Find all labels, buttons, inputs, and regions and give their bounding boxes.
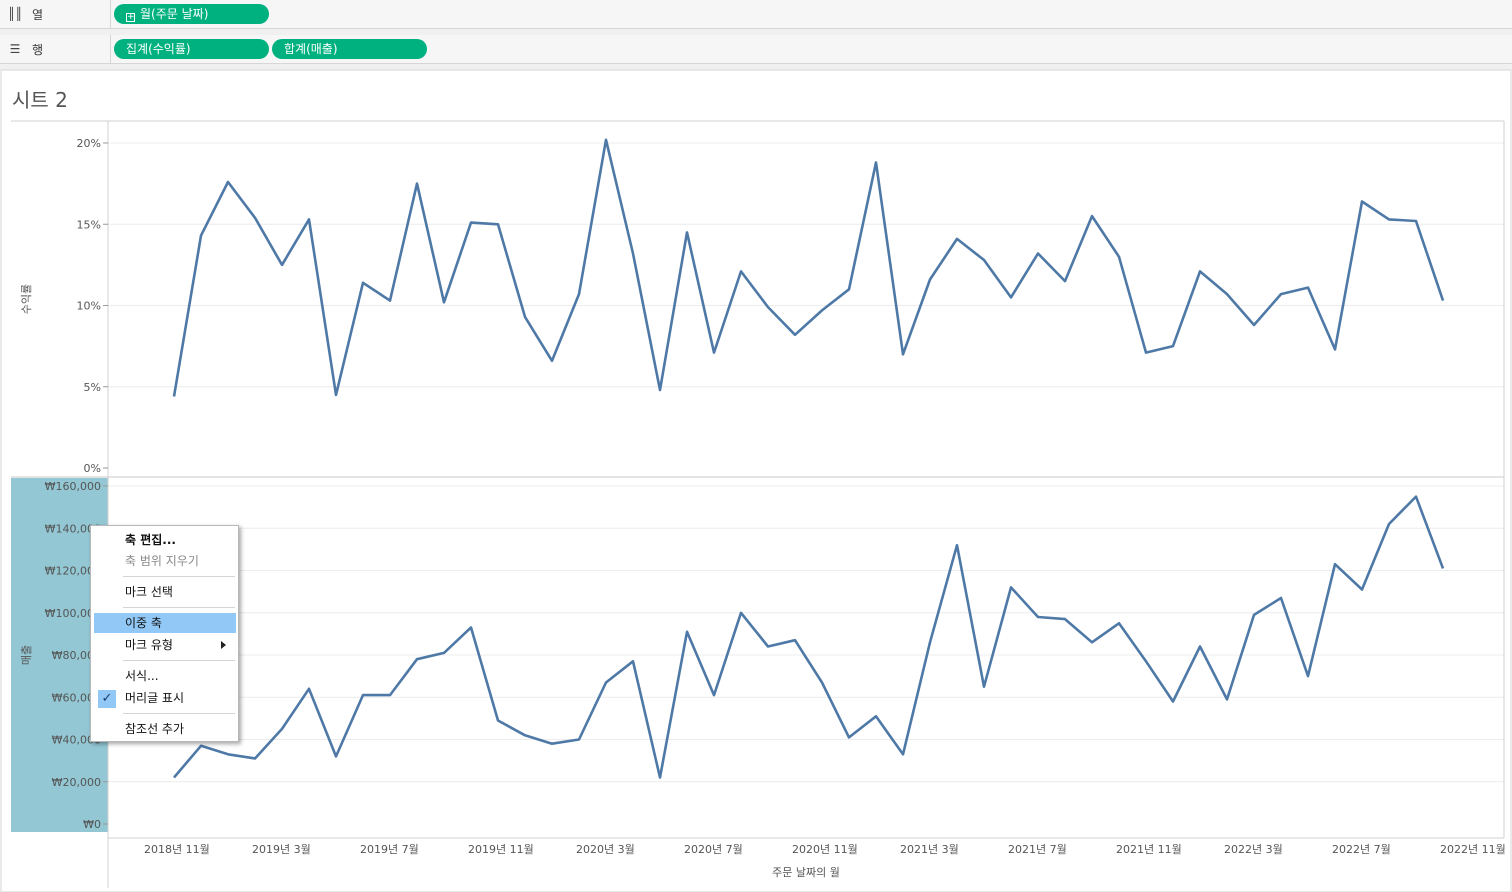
rows-shelf-label: 행 [32,42,44,57]
menu-item-label: 축 범위 지우기 [125,554,199,568]
shelf-gap [0,29,1512,35]
menu-item-mark-type[interactable]: 마크 유형 [94,635,236,655]
checkmark-icon: ✓ [98,690,116,708]
axis-context-menu: 축 편집... 축 범위 지우기 마크 선택 이중 축 마크 유형 서식... … [90,525,239,742]
profit-ratio-tick-label: 10% [77,300,101,313]
view-frame [0,69,1512,892]
menu-item-label: 서식... [125,669,159,683]
profit-ratio-tick-label: 0% [84,462,101,475]
x-tick-label: 2020년 3월 [576,843,635,856]
menu-item-label: 축 편집... [125,533,176,547]
x-tick-label: 2019년 11월 [468,843,534,856]
columns-pill-label: 월(주문 날짜) [140,7,209,21]
x-tick-label: 2021년 11월 [1116,843,1182,856]
rows-pill-label: 합계(매출) [284,42,338,56]
x-tick-label: 2021년 7월 [1008,843,1067,856]
x-axis-title: 주문 날짜의 월 [772,866,840,879]
x-tick-label: 2021년 3월 [900,843,959,856]
menu-item-show-header[interactable]: ✓ 머리글 표시 [94,688,236,708]
rows-pill-label: 집계(수익률) [126,42,191,56]
x-axis[interactable]: 2018년 11월 2019년 3월 2019년 7월 2019년 11월 2020년 … [144,843,1506,856]
submenu-arrow-icon [221,641,226,649]
x-tick-label: 2018년 11월 [144,843,210,856]
menu-item-add-reference-line[interactable]: 참조선 추가 [94,719,236,739]
rows-shelf-icon: ☰ [9,42,21,56]
menu-item-edit-axis[interactable]: 축 편집... [94,530,236,550]
profit-ratio-tick-label: 20% [77,137,101,150]
rows-pill-profit-ratio[interactable]: 집계(수익률) [114,39,269,59]
x-tick-label: 2019년 7월 [360,843,419,856]
rows-pill-sales[interactable]: 합계(매출) [272,39,427,59]
menu-separator [123,660,235,661]
menu-item-clear-axis-range: 축 범위 지우기 [94,551,236,571]
gridlines [108,142,1504,783]
sales-tick-label: ₩40,000 [52,734,101,747]
sheet-title[interactable]: 시트 2 [12,88,68,112]
x-tick-label: 2022년 11월 [1440,843,1506,856]
x-tick-label: 2020년 7월 [684,843,743,856]
shelf-gap [0,64,1512,70]
sales-axis-title: 매출 [20,645,33,665]
menu-item-label: 마크 선택 [125,585,173,599]
sales-tick-label: ₩80,000 [52,649,101,662]
menu-item-format[interactable]: 서식... [94,666,236,686]
menu-separator [123,576,235,577]
sales-tick-label: ₩20,000 [52,776,101,789]
sales-tick-label: ₩140,000 [45,522,101,535]
menu-item-label: 머리글 표시 [125,691,185,705]
menu-separator [123,713,235,714]
menu-item-label: 마크 유형 [125,638,173,652]
x-tick-label: 2022년 7월 [1332,843,1391,856]
x-tick-label: 2020년 11월 [792,843,858,856]
menu-item-label: 참조선 추가 [125,722,185,736]
columns-pill-order-date-month[interactable]: + 월(주문 날짜) [114,4,269,24]
profit-ratio-line[interactable] [172,138,1445,397]
sales-tick-label: ₩60,000 [52,691,101,704]
sales-line[interactable] [173,495,1445,779]
profit-ratio-axis-title: 수익률 [20,284,33,314]
menu-separator [123,607,235,608]
expand-plus-icon[interactable]: + [126,12,135,22]
rows-shelf[interactable]: ☰ 행 집계(수익률) 합계(매출) [0,35,1512,64]
x-tick-label: 2022년 3월 [1224,843,1283,856]
rows-shelf-label-area: ☰ 행 [0,35,111,63]
menu-item-select-marks[interactable]: 마크 선택 [94,582,236,602]
menu-item-dual-axis[interactable]: 이중 축 [94,613,236,633]
x-tick-label: 2019년 3월 [252,843,311,856]
menu-item-label: 이중 축 [125,616,162,630]
sales-tick-label: ₩0 [83,818,101,831]
profit-ratio-tick-label: 5% [84,381,101,394]
sales-axis[interactable]: ₩160,000 ₩140,000 ₩120,000 ₩100,000 ₩80,000 ₩… [45,480,108,831]
columns-shelf-label: 열 [32,7,44,22]
profit-ratio-axis[interactable]: 20% 15% 10% 5% 0% [77,137,108,475]
columns-shelf-icon: ║║ [8,7,23,21]
columns-shelf[interactable]: ║║ 열 + 월(주문 날짜) [0,0,1512,29]
profit-ratio-tick-label: 15% [77,218,101,231]
sales-tick-label: ₩160,000 [45,480,101,493]
sales-tick-label: ₩100,000 [45,607,101,620]
sales-tick-label: ₩120,000 [45,565,101,578]
columns-shelf-label-area: ║║ 열 [0,0,111,28]
